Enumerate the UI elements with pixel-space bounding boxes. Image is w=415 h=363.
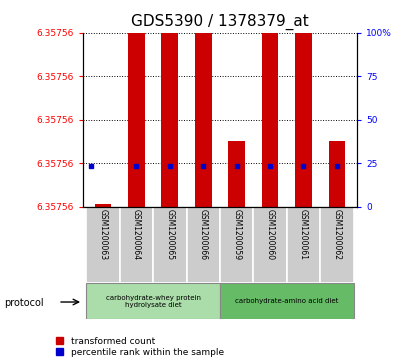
Text: carbohydrate-whey protein
hydrolysate diet: carbohydrate-whey protein hydrolysate di… bbox=[106, 295, 200, 308]
Bar bbox=[262, 33, 278, 207]
Bar bbox=[161, 33, 178, 207]
Text: GSM1200065: GSM1200065 bbox=[165, 209, 174, 260]
Text: GSM1200066: GSM1200066 bbox=[199, 209, 208, 260]
Text: carbohydrate-amino acid diet: carbohydrate-amino acid diet bbox=[235, 298, 339, 304]
Bar bbox=[195, 33, 212, 207]
Text: GSM1200059: GSM1200059 bbox=[232, 209, 241, 260]
Title: GDS5390 / 1378379_at: GDS5390 / 1378379_at bbox=[131, 14, 309, 30]
Bar bbox=[220, 283, 354, 319]
Text: GSM1200063: GSM1200063 bbox=[98, 209, 107, 260]
Bar bbox=[220, 207, 253, 283]
Bar bbox=[287, 207, 320, 283]
Bar bbox=[128, 33, 145, 207]
Text: GSM1200060: GSM1200060 bbox=[266, 209, 275, 260]
Legend: transformed count, percentile rank within the sample: transformed count, percentile rank withi… bbox=[54, 335, 225, 359]
Bar bbox=[329, 141, 345, 207]
Bar bbox=[320, 207, 354, 283]
Text: GSM1200062: GSM1200062 bbox=[332, 209, 342, 260]
Bar bbox=[153, 207, 187, 283]
Bar bbox=[86, 283, 220, 319]
Bar bbox=[228, 141, 245, 207]
Bar bbox=[120, 207, 153, 283]
Text: protocol: protocol bbox=[4, 298, 44, 308]
Text: GSM1200061: GSM1200061 bbox=[299, 209, 308, 260]
Bar bbox=[95, 204, 111, 207]
Bar bbox=[187, 207, 220, 283]
Bar bbox=[295, 33, 312, 207]
Bar bbox=[86, 207, 120, 283]
Bar bbox=[253, 207, 287, 283]
Text: GSM1200064: GSM1200064 bbox=[132, 209, 141, 260]
